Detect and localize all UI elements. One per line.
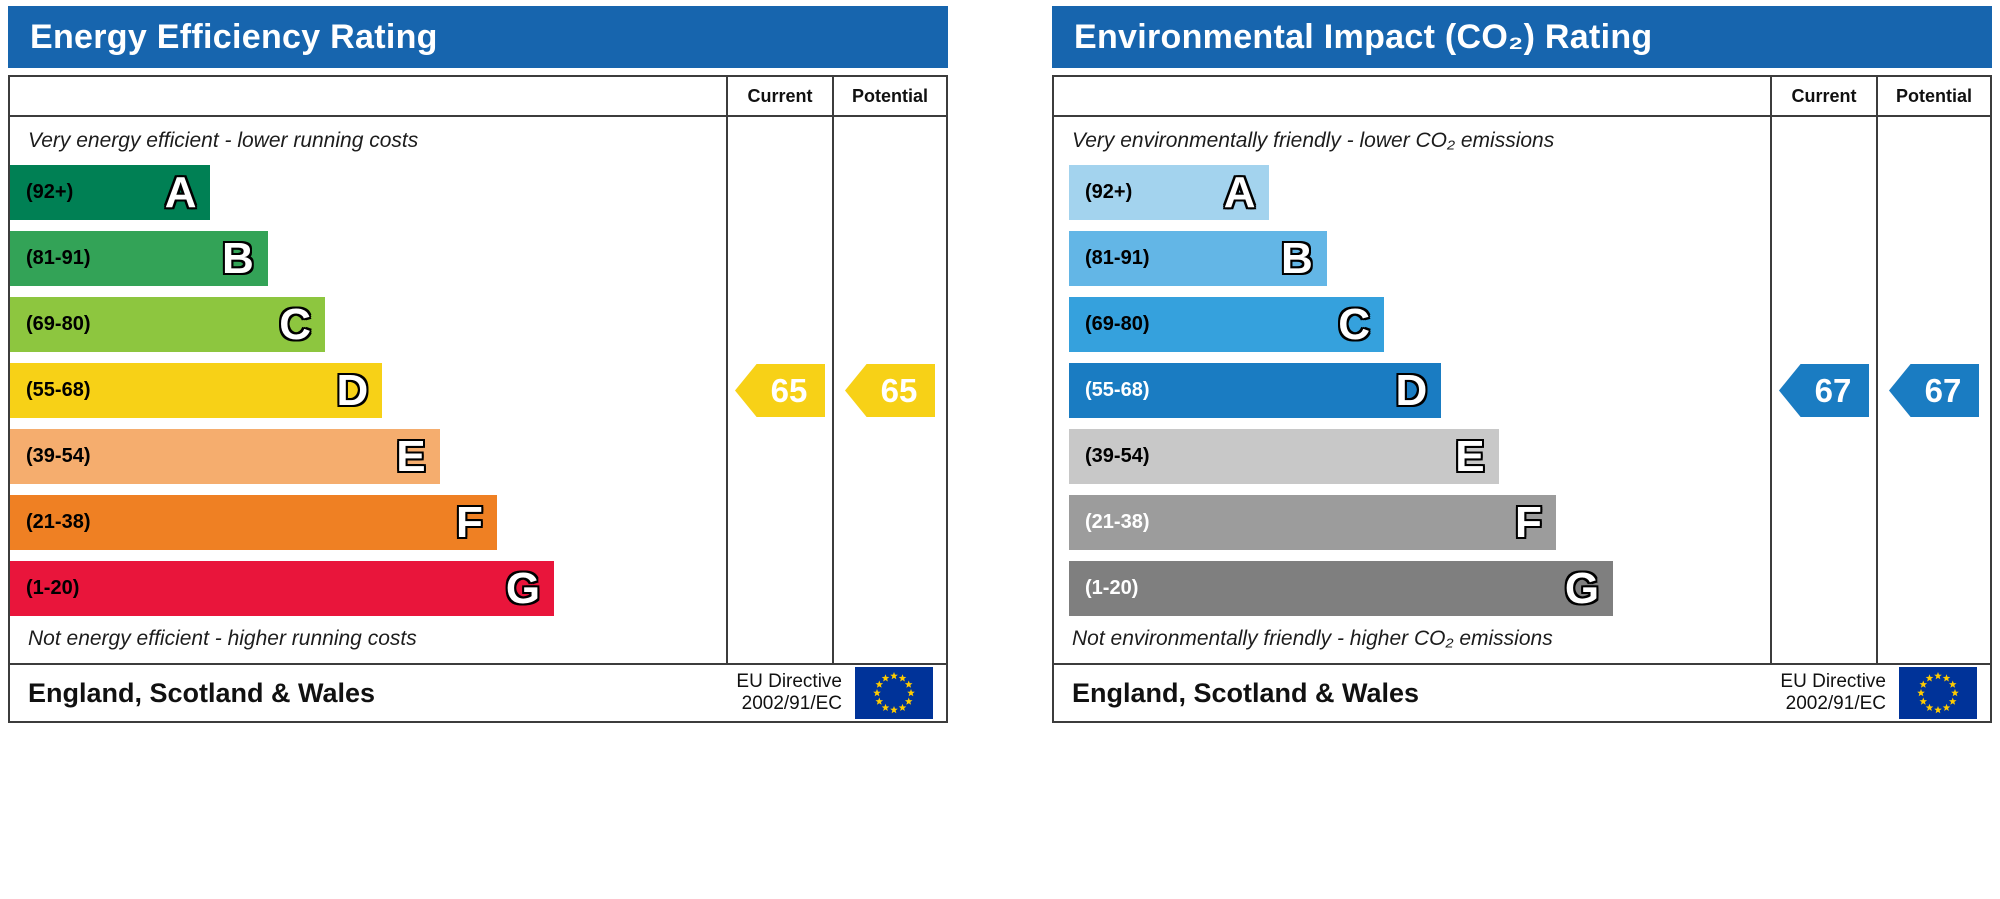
band-row-b: (81-91) B bbox=[1069, 231, 1327, 286]
band-range-label: (1-20) bbox=[26, 577, 80, 599]
band-range-label: (21-38) bbox=[26, 511, 91, 533]
band-row-e: (39-54) E bbox=[1069, 429, 1499, 484]
epc-ratings-page: Energy Efficiency Rating Current Potenti… bbox=[8, 6, 1992, 723]
rating-table: Current Potential Very energy efficient … bbox=[8, 75, 948, 723]
bottom-note: Not energy efficient - higher running co… bbox=[28, 627, 417, 650]
potential-rating-arrow: 65 bbox=[845, 364, 935, 417]
energy-efficiency-rating-chart: Energy Efficiency Rating Current Potenti… bbox=[8, 6, 948, 723]
band-row-d: (55-68) D bbox=[1069, 363, 1442, 418]
current-rating-arrow: 65 bbox=[735, 364, 825, 417]
table-corner-cell bbox=[1054, 77, 1770, 117]
table-corner-cell bbox=[10, 77, 726, 117]
band-range-label: (69-80) bbox=[26, 313, 91, 335]
eu-flag-icon bbox=[1899, 667, 1977, 719]
band-letter: C bbox=[279, 299, 312, 349]
eu-directive-label: EU Directive 2002/91/EC bbox=[736, 671, 842, 716]
chart-title: Energy Efficiency Rating bbox=[30, 17, 438, 56]
band-row-c: (69-80) C bbox=[1069, 297, 1385, 352]
current-rating-value: 65 bbox=[770, 371, 808, 409]
band-letter: D bbox=[336, 365, 369, 415]
band-letter: E bbox=[1455, 431, 1485, 481]
band-letter: F bbox=[1514, 497, 1542, 547]
band-letter: C bbox=[1338, 299, 1371, 349]
band-letter: B bbox=[1280, 233, 1313, 283]
band-letter: G bbox=[505, 563, 541, 613]
eu-directive-line1: EU Directive bbox=[736, 670, 842, 692]
current-column: 65 bbox=[726, 117, 832, 663]
band-row-g: (1-20) G bbox=[10, 561, 555, 616]
band-row-c: (69-80) C bbox=[10, 297, 326, 352]
band-row-f: (21-38) F bbox=[10, 495, 497, 550]
band-letter: A bbox=[164, 167, 197, 217]
region-label: England, Scotland & Wales bbox=[28, 677, 376, 708]
chart-title: Environmental Impact (CO₂) Rating bbox=[1074, 17, 1653, 56]
band-range-label: (92+) bbox=[26, 181, 74, 203]
current-column-header: Current bbox=[726, 77, 832, 117]
top-note: Very environmentally friendly - lower CO… bbox=[1072, 129, 1555, 152]
band-row-b: (81-91) B bbox=[10, 231, 268, 286]
table-footer: England, Scotland & Wales EU Directive 2… bbox=[10, 663, 946, 721]
potential-column-header: Potential bbox=[1876, 77, 1990, 117]
band-letter: B bbox=[221, 233, 254, 283]
bottom-note: Not environmentally friendly - higher CO… bbox=[1072, 627, 1553, 650]
potential-rating-value: 67 bbox=[1924, 371, 1962, 409]
band-letter: A bbox=[1223, 167, 1256, 217]
band-row-a: (92+) A bbox=[1069, 165, 1270, 220]
band-letter: E bbox=[396, 431, 426, 481]
band-range-label: (81-91) bbox=[26, 247, 91, 269]
eu-directive-line1: EU Directive bbox=[1780, 670, 1886, 692]
current-rating-arrow: 67 bbox=[1779, 364, 1869, 417]
band-row-d: (55-68) D bbox=[10, 363, 383, 418]
band-range-label: (92+) bbox=[1085, 181, 1133, 203]
band-range-label: (55-68) bbox=[26, 379, 91, 401]
region-label: England, Scotland & Wales bbox=[1072, 677, 1420, 708]
rating-table: Current Potential Very environmentally f… bbox=[1052, 75, 1992, 723]
current-rating-value: 67 bbox=[1814, 371, 1852, 409]
top-note: Very energy efficient - lower running co… bbox=[28, 129, 419, 152]
eu-directive-label: EU Directive 2002/91/EC bbox=[1780, 671, 1886, 716]
band-range-label: (21-38) bbox=[1085, 511, 1150, 533]
current-column-header: Current bbox=[1770, 77, 1876, 117]
band-range-label: (39-54) bbox=[1085, 445, 1150, 467]
band-range-label: (55-68) bbox=[1085, 379, 1150, 401]
band-letter: D bbox=[1395, 365, 1428, 415]
band-range-label: (81-91) bbox=[1085, 247, 1150, 269]
eu-flag-icon bbox=[855, 667, 933, 719]
table-footer: England, Scotland & Wales EU Directive 2… bbox=[1054, 663, 1990, 721]
band-range-label: (69-80) bbox=[1085, 313, 1150, 335]
chart-header: Environmental Impact (CO₂) Rating bbox=[1052, 6, 1992, 68]
potential-column-header: Potential bbox=[832, 77, 946, 117]
potential-column: 67 bbox=[1876, 117, 1990, 663]
band-letter: G bbox=[1564, 563, 1600, 613]
environmental-impact-rating-chart: Environmental Impact (CO₂) Rating Curren… bbox=[1052, 6, 1992, 723]
band-row-e: (39-54) E bbox=[10, 429, 440, 484]
band-row-a: (92+) A bbox=[10, 165, 211, 220]
potential-column: 65 bbox=[832, 117, 946, 663]
potential-rating-arrow: 67 bbox=[1889, 364, 1979, 417]
band-row-f: (21-38) F bbox=[1069, 495, 1556, 550]
bands-area: Very environmentally friendly - lower CO… bbox=[1054, 117, 1770, 663]
eu-directive-line2: 2002/91/EC bbox=[741, 693, 842, 714]
current-column: 67 bbox=[1770, 117, 1876, 663]
band-range-label: (1-20) bbox=[1085, 577, 1139, 599]
potential-rating-value: 65 bbox=[880, 371, 918, 409]
chart-header: Energy Efficiency Rating bbox=[8, 6, 948, 68]
band-range-label: (39-54) bbox=[26, 445, 91, 467]
band-letter: F bbox=[455, 497, 483, 547]
bands-area: Very energy efficient - lower running co… bbox=[10, 117, 726, 663]
band-row-g: (1-20) G bbox=[1069, 561, 1614, 616]
eu-directive-line2: 2002/91/EC bbox=[1785, 693, 1886, 714]
